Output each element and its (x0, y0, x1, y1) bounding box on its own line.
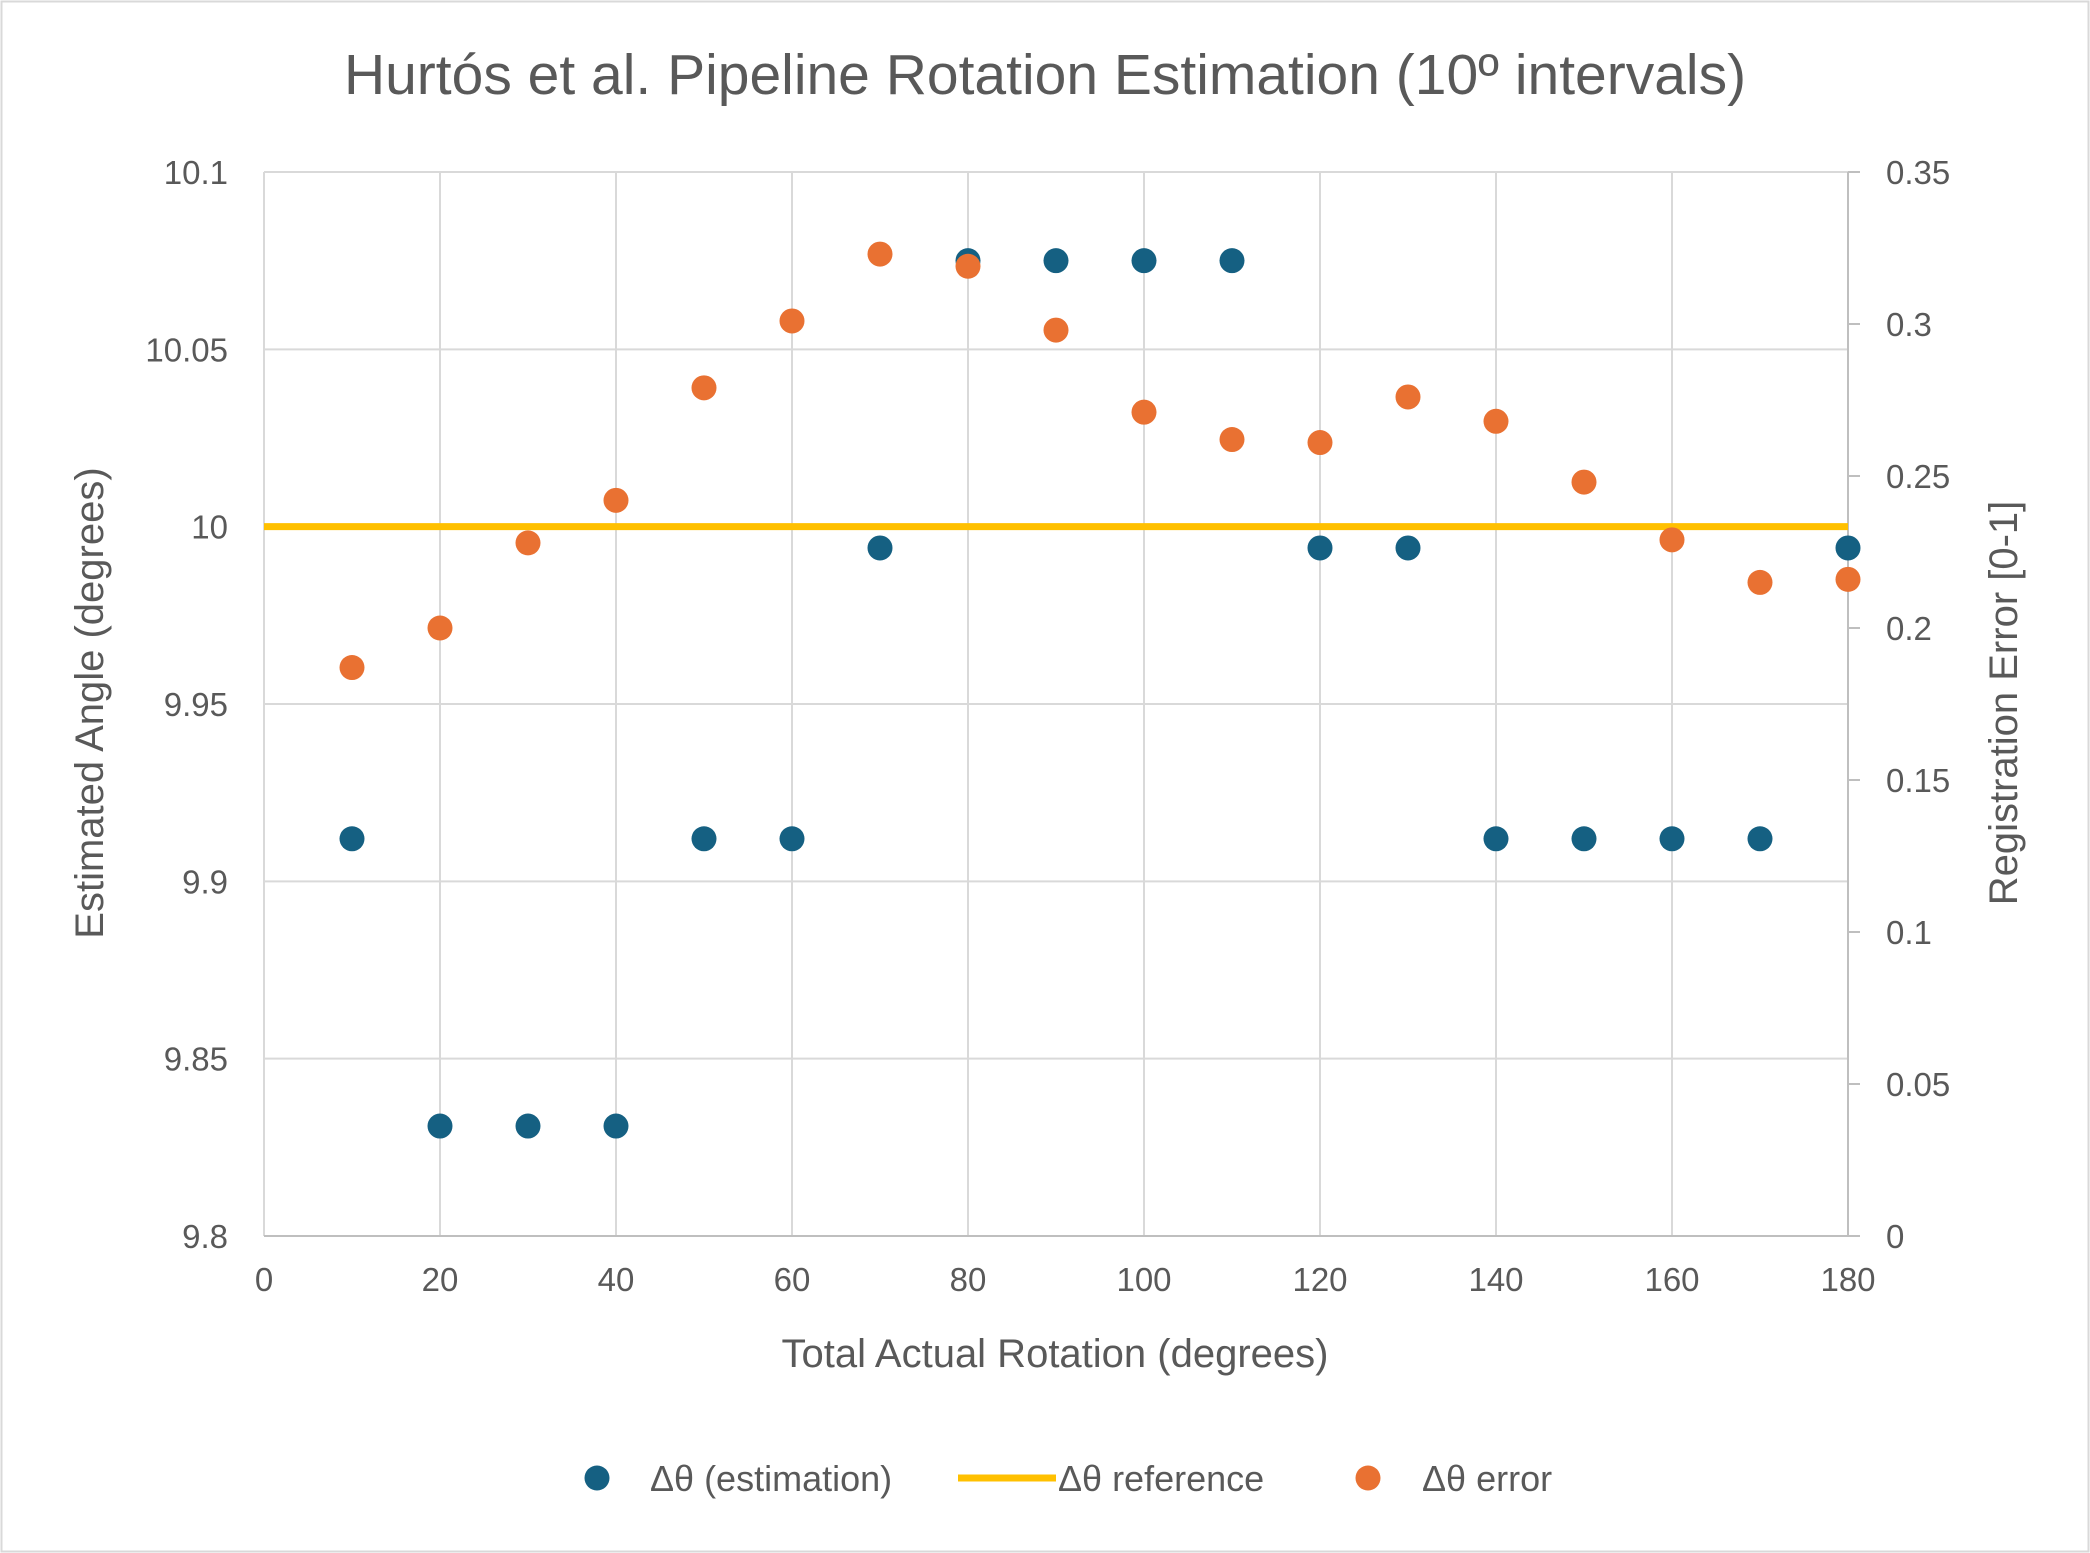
x-tick-label: 180 (1820, 1261, 1875, 1298)
x-axis-title: Total Actual Rotation (degrees) (782, 1332, 1329, 1376)
estimation-point (1483, 826, 1509, 852)
axes: 0 20 40 60 80 100 120 140 160 1809.89.859.99.9510… (145, 154, 1950, 1298)
legend: Δθ (estimation) Δθ reference Δθ error (584, 1458, 1552, 1499)
error-point (1043, 317, 1069, 343)
y-left-tick-label: 10.1 (164, 154, 228, 191)
error-point (1835, 566, 1861, 592)
error-point (691, 375, 717, 401)
estimation-point (691, 826, 717, 852)
y-right-tick-label: 0.15 (1886, 762, 1950, 799)
y-right-tick-label: 0.1 (1886, 914, 1932, 951)
x-tick-label: 160 (1644, 1261, 1699, 1298)
y-left-tick-label: 9.95 (164, 686, 228, 723)
estimation-point (1131, 248, 1157, 274)
legend-error-marker (1355, 1465, 1381, 1491)
error-point (1483, 408, 1509, 434)
y-right-tick-label: 0.2 (1886, 610, 1932, 647)
estimation-point (1307, 535, 1333, 561)
legend-estimation-marker (584, 1465, 610, 1491)
legend-reference-label: Δθ reference (1058, 1458, 1264, 1499)
y-axis-right-title: Registration Error [0-1] (1982, 501, 2026, 906)
estimation-point (1659, 826, 1685, 852)
x-tick-label: 60 (774, 1261, 811, 1298)
x-tick-label: 100 (1116, 1261, 1171, 1298)
y-left-tick-label: 9.85 (164, 1041, 228, 1078)
series-layer (264, 241, 1861, 1139)
estimation-point (427, 1113, 453, 1139)
error-point (603, 487, 629, 513)
error-point (955, 253, 981, 279)
error-point (1395, 384, 1421, 410)
error-point (1131, 399, 1157, 425)
x-tick-label: 80 (950, 1261, 987, 1298)
y-left-tick-label: 10 (191, 509, 228, 546)
estimation-point (1395, 535, 1421, 561)
x-tick-label: 40 (598, 1261, 635, 1298)
y-axis-left-title: Estimated Angle (degrees) (68, 467, 112, 938)
estimation-point (1219, 248, 1245, 274)
estimation-point (515, 1113, 541, 1139)
legend-error-label: Δθ error (1422, 1458, 1552, 1499)
y-right-tick-label: 0.3 (1886, 306, 1932, 343)
error-point (779, 308, 805, 334)
estimation-point (1043, 248, 1069, 274)
y-right-tick-label: 0.35 (1886, 154, 1950, 191)
estimation-point (1747, 826, 1773, 852)
error-point (1659, 527, 1685, 553)
error-point (1219, 427, 1245, 453)
x-tick-label: 120 (1292, 1261, 1347, 1298)
error-point (427, 615, 453, 641)
estimation-point (603, 1113, 629, 1139)
error-point (867, 241, 893, 267)
y-left-tick-label: 9.9 (182, 863, 228, 900)
chart-title: Hurtós et al. Pipeline Rotation Estimati… (344, 43, 1746, 107)
y-left-tick-label: 10.05 (145, 331, 228, 368)
y-right-tick-label: 0.25 (1886, 458, 1950, 495)
x-tick-label: 20 (422, 1261, 459, 1298)
y-right-tick-label: 0.05 (1886, 1066, 1950, 1103)
estimation-point (1571, 826, 1597, 852)
estimation-point (867, 535, 893, 561)
estimation-point (779, 826, 805, 852)
legend-estimation-label: Δθ (estimation) (650, 1458, 892, 1499)
error-point (515, 530, 541, 556)
y-left-tick-label: 9.8 (182, 1218, 228, 1255)
error-point (1571, 469, 1597, 495)
estimation-point (1835, 535, 1861, 561)
estimation-point (339, 826, 365, 852)
x-tick-label: 0 (255, 1261, 273, 1298)
error-point (339, 655, 365, 681)
x-tick-label: 140 (1468, 1261, 1523, 1298)
y-right-tick-label: 0 (1886, 1218, 1904, 1255)
error-point (1307, 430, 1333, 456)
error-point (1747, 569, 1773, 595)
